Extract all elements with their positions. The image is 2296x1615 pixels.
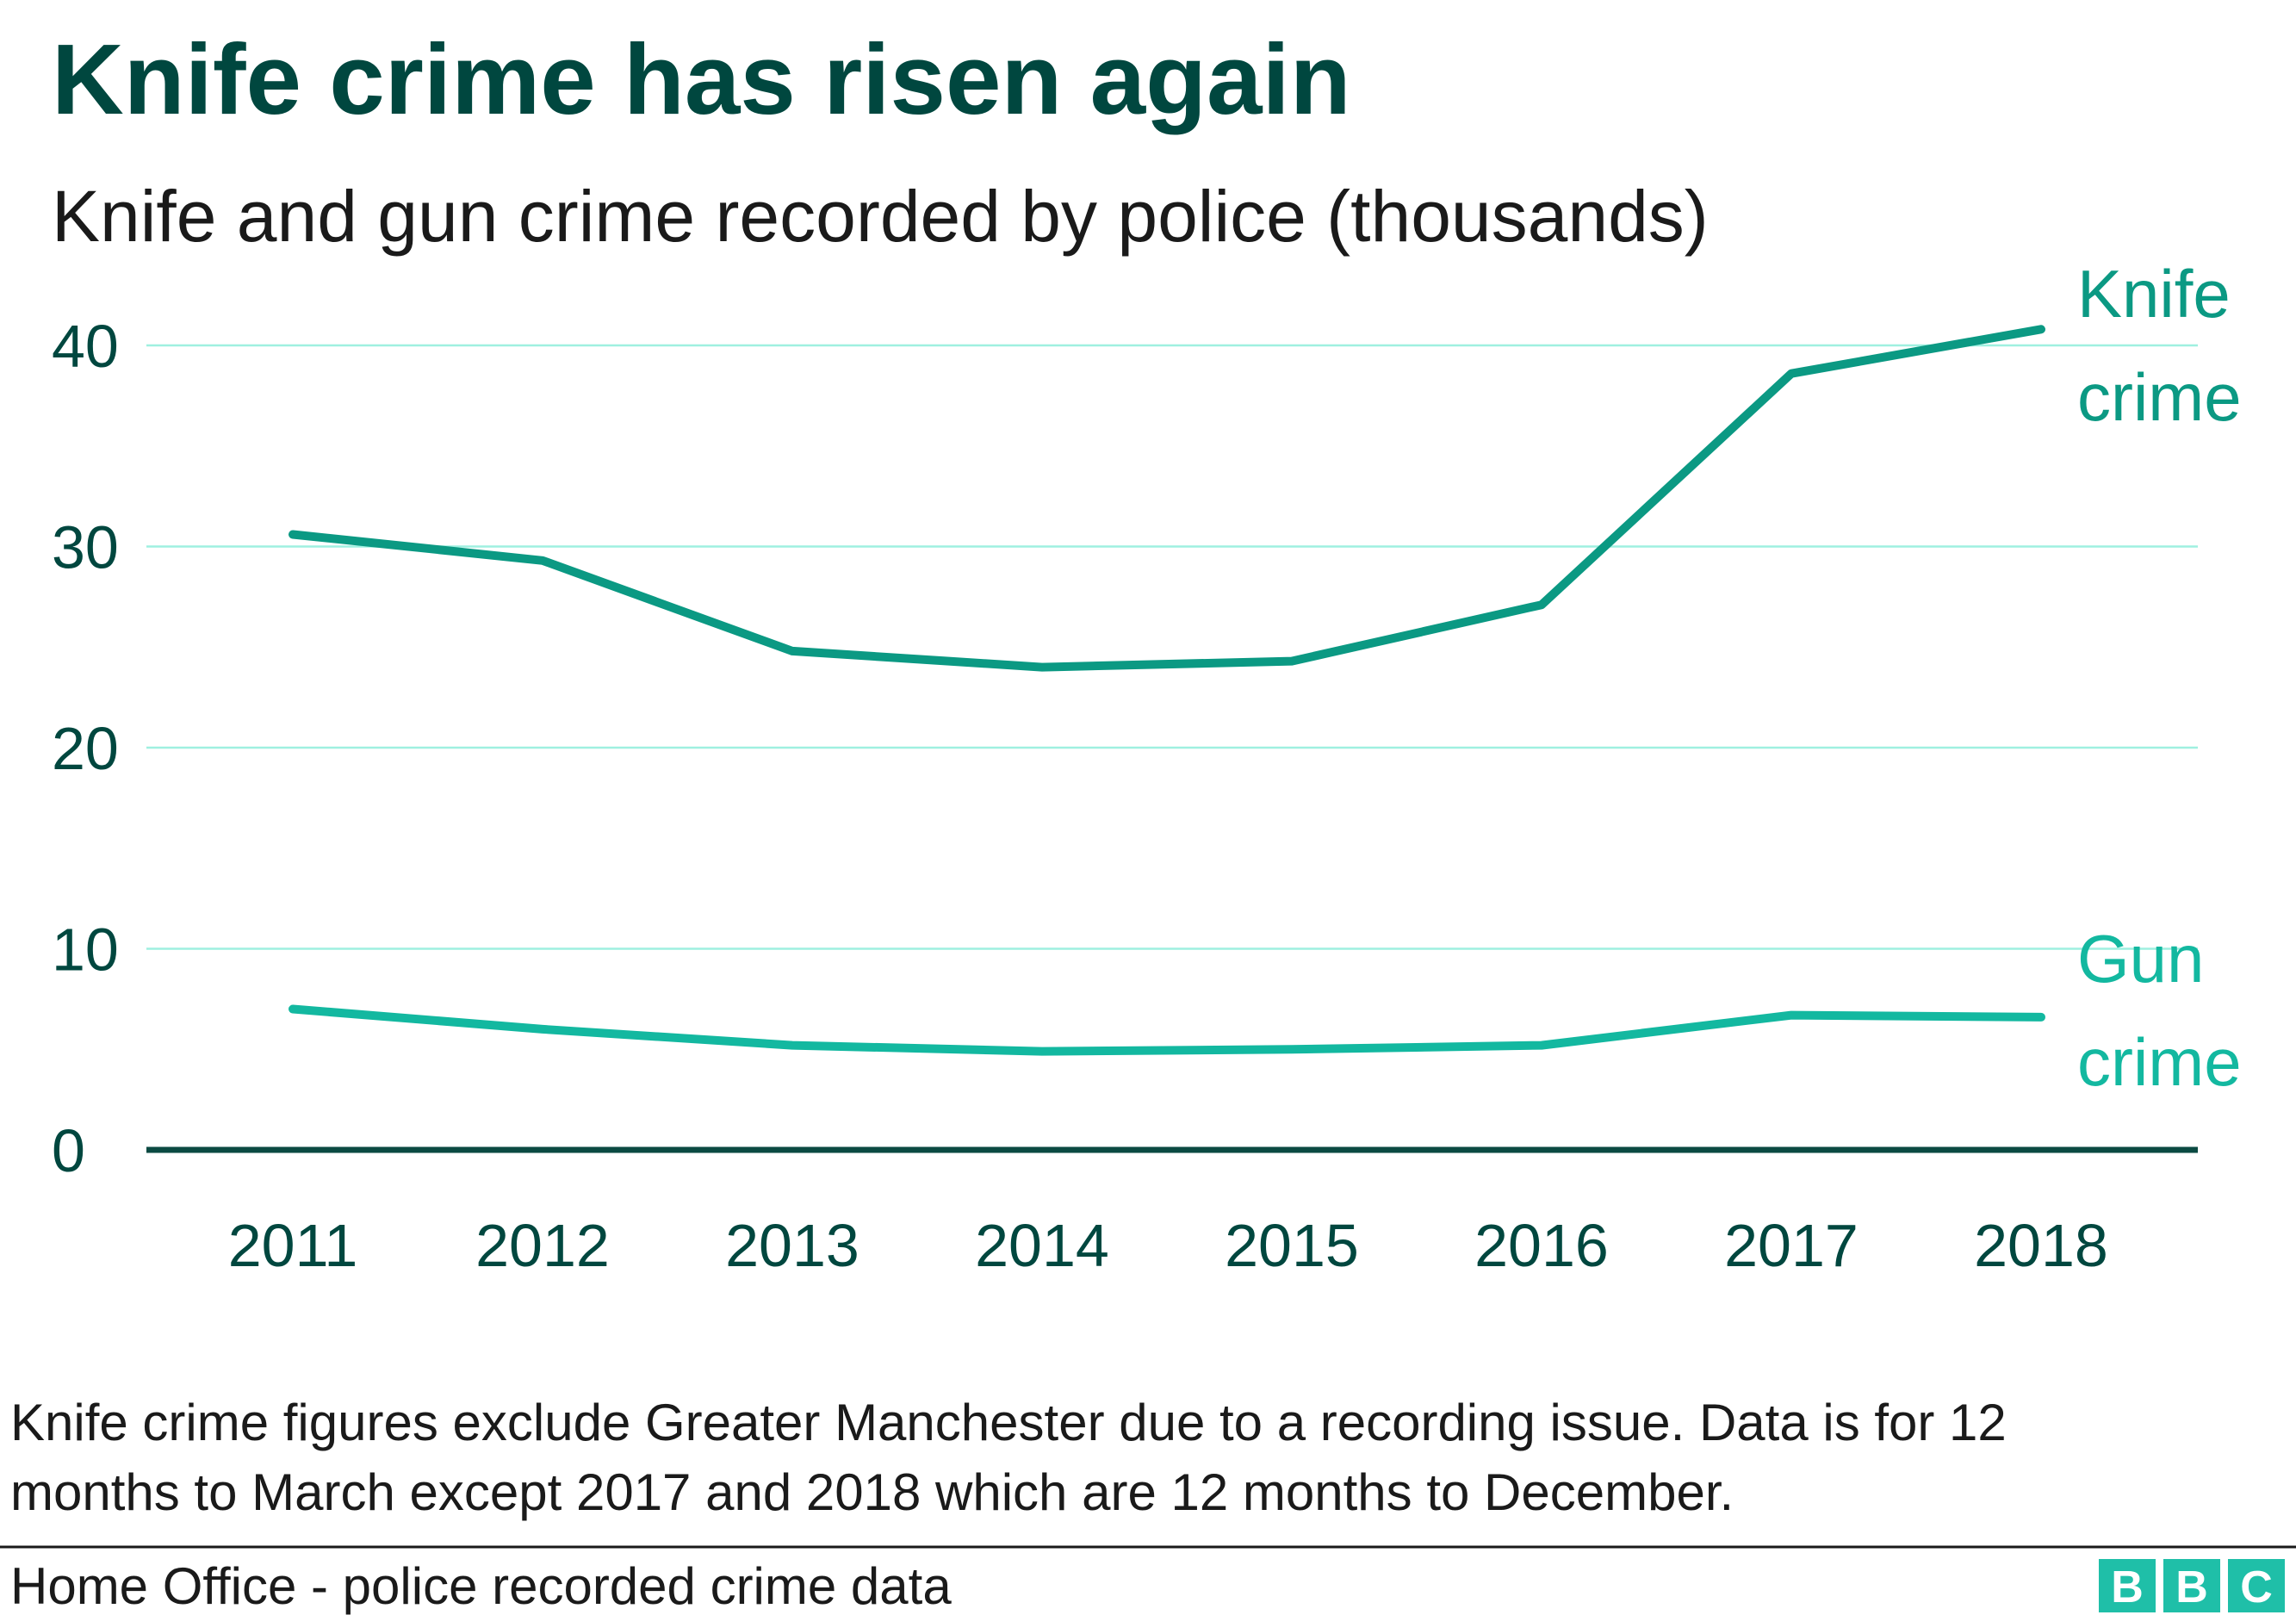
- series-label-gun-crime: crime: [2077, 1024, 2242, 1100]
- x-axis-tick-labels: 2011 2012 2013 2014 2015 2016 2017 2018: [228, 1212, 2108, 1279]
- y-tick-label: 40: [52, 313, 119, 380]
- x-tick-label: 2017: [1724, 1212, 1859, 1279]
- y-tick-label: 20: [52, 715, 119, 782]
- series-line-gun-crime: [289, 1004, 2045, 1056]
- footnote-line-2: months to March except 2017 and 2018 whi…: [10, 1463, 1734, 1521]
- bbc-logo-letter: B: [2175, 1562, 2208, 1612]
- series-label-gun-crime: Gun: [2077, 921, 2204, 997]
- series-line-knife-crime: [289, 325, 2045, 672]
- x-tick-label: 2018: [1974, 1212, 2108, 1279]
- y-tick-label: 10: [52, 916, 119, 984]
- series-label-knife-crime: Knife: [2077, 256, 2231, 332]
- source-text: Home Office - police recorded crime data: [10, 1557, 952, 1615]
- footnote-line-1: Knife crime figures exclude Greater Manc…: [10, 1394, 2007, 1451]
- x-tick-label: 2016: [1474, 1212, 1609, 1279]
- y-tick-label: 30: [52, 514, 119, 581]
- x-tick-label: 2014: [975, 1212, 1109, 1279]
- x-tick-label: 2012: [475, 1212, 610, 1279]
- bbc-logo-letter: B: [2111, 1562, 2144, 1612]
- y-tick-label: 0: [52, 1117, 85, 1184]
- x-tick-label: 2011: [228, 1212, 358, 1279]
- series-lines: [289, 325, 2045, 1056]
- bbc-logo-block: [2228, 1559, 2285, 1612]
- series-labels: Knife crime Gun crime: [2077, 256, 2242, 1100]
- x-tick-label: 2015: [1225, 1212, 1359, 1279]
- chart-title: Knife crime has risen again: [52, 23, 1351, 135]
- bbc-logo-block: [2099, 1559, 2156, 1612]
- x-tick-label: 2013: [725, 1212, 859, 1279]
- chart-subtitle: Knife and gun crime recorded by police (…: [52, 176, 1709, 257]
- y-axis-tick-labels: 0 10 20 30 40: [52, 313, 119, 1184]
- bbc-logo-block: [2163, 1559, 2220, 1612]
- gridlines: [146, 344, 2198, 1153]
- bbc-logo-letter: C: [2240, 1562, 2273, 1612]
- series-label-knife-crime: crime: [2077, 359, 2242, 435]
